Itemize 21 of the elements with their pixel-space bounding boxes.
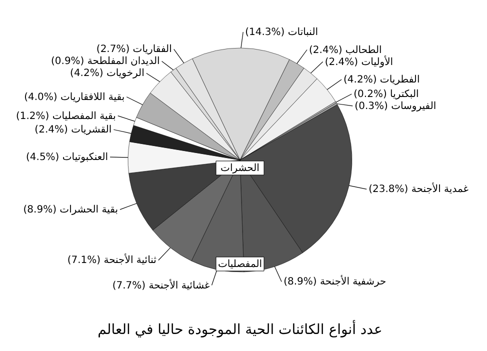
slice-label: (2.4%) الطحالب	[309, 44, 382, 56]
slice-label: (4.2%) الفطريات	[344, 74, 420, 86]
slice-label: (7.1%) ثنائية الأجنحة	[67, 253, 157, 266]
slice-label: (8.9%) بقية الحشرات	[23, 204, 118, 216]
slice-label: (0.3%) الفيروسات	[354, 100, 436, 112]
slice-label: (8.9%) حرشفية الأجنحة	[284, 274, 386, 288]
slice-label: (2.7%) الفقاريات	[96, 44, 172, 56]
slice-label: (2.4%) الأوليات	[324, 54, 394, 68]
slice-label: (1.2%) بقية المفصليات	[16, 110, 116, 122]
slice-label: (4.0%) بقية اللافقاريات	[24, 92, 125, 103]
slice-label: (4.5%) العنكبوتيات	[26, 152, 108, 164]
slice-label: (0.2%) البكتريا	[354, 88, 419, 100]
slice-label: (7.7%) غشائية الأجنحة	[112, 278, 210, 292]
slice-label: (4.2%) الرخويات	[70, 68, 144, 80]
slice-label: (0.9%) الديدان المفلطحة	[50, 56, 160, 68]
slice-label: (14.3%) النباتات	[245, 27, 318, 38]
text: عدد أنواع الكائنات الحية الموجودة حاليا في العالم	[98, 320, 382, 338]
text: المفصليات	[218, 259, 262, 270]
slice-label: (2.4%) القشريات	[34, 124, 112, 136]
text: الحشرات	[220, 163, 260, 174]
slice-label: (23.8%) غمدية الأجنحة	[368, 182, 468, 196]
